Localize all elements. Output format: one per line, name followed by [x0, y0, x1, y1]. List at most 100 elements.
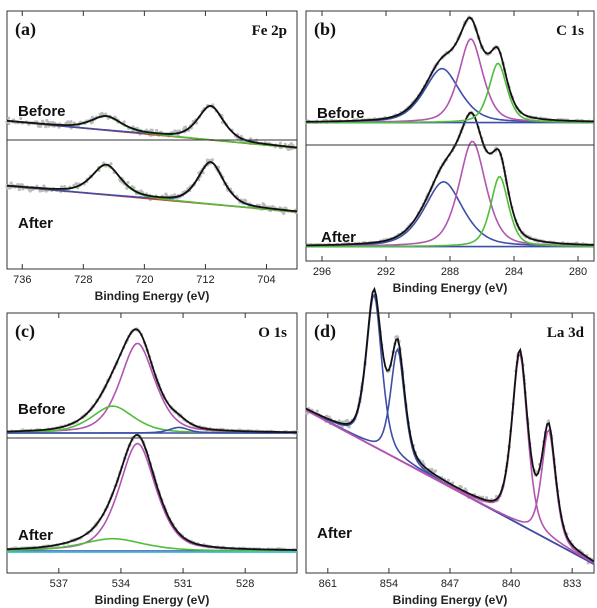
panel-label: (c) — [15, 321, 35, 342]
panel-a: 736 728 720 712 704 Binding Energy (eV) (a) Fe … — [4, 8, 300, 306]
fit-envelope — [6, 161, 298, 213]
x-axis-label: Binding Energy (eV) — [95, 593, 210, 607]
chart-c1s: 296 292 288 284 280 Binding Energy (eV) (b) C 1… — [304, 10, 595, 295]
spectrum-label: After — [18, 215, 53, 232]
data-point — [16, 183, 20, 187]
data-point — [59, 185, 64, 189]
fit-component-blue — [7, 426, 297, 434]
data-point — [446, 478, 451, 482]
data-point — [283, 142, 287, 146]
x-tick-label: 840 — [502, 578, 520, 590]
fit-envelope — [7, 328, 297, 434]
x-tick-label: 292 — [377, 266, 395, 278]
data-point — [40, 119, 45, 123]
raw-data-points — [7, 327, 299, 435]
plot-frame — [6, 312, 298, 574]
data-point — [433, 469, 438, 473]
spectrum-label: Before — [18, 103, 66, 120]
data-point — [68, 120, 72, 125]
data-point — [109, 162, 113, 166]
x-axis-label: Binding Energy (eV) — [95, 289, 210, 303]
data-point — [42, 184, 46, 188]
data-point — [9, 181, 13, 185]
data-point — [315, 409, 319, 413]
data-point — [130, 184, 134, 189]
spectrum-label: Before — [317, 105, 365, 122]
fit-component-green — [306, 62, 594, 124]
x-tick-label: 833 — [563, 578, 581, 590]
data-point — [74, 182, 78, 186]
spectrum-label: Before — [18, 401, 66, 418]
fit-envelope — [306, 111, 594, 247]
fit-component-magenta — [305, 409, 595, 564]
data-point — [205, 158, 210, 162]
fit-envelope — [305, 286, 595, 563]
data-point — [125, 186, 129, 190]
element-label: Fe 2p — [252, 23, 287, 39]
data-point — [271, 205, 275, 209]
panel-label: (b) — [314, 19, 336, 40]
x-tick-label: 704 — [257, 274, 275, 286]
x-tick-label: 736 — [13, 274, 31, 286]
data-point — [182, 126, 187, 130]
x-tick-label: 847 — [441, 578, 459, 590]
data-point — [286, 147, 290, 151]
data-point — [173, 129, 177, 133]
x-tick-label: 720 — [135, 274, 153, 286]
data-point — [8, 186, 12, 190]
element-label: C 1s — [556, 23, 584, 39]
panel-label: (a) — [15, 19, 36, 40]
x-axis-label: Binding Energy (eV) — [393, 281, 508, 295]
chart-o1s: 537 534 531 528 Binding Energy (eV) (c) O 1s Be… — [6, 312, 299, 607]
x-axis-label: Binding Energy (eV) — [393, 593, 508, 607]
fit-envelope — [6, 104, 298, 149]
data-point — [164, 192, 168, 196]
data-point — [261, 202, 265, 206]
x-tick-label: 296 — [313, 266, 331, 278]
element-label: La 3d — [547, 325, 585, 341]
panel-label: (d) — [314, 321, 336, 342]
data-point — [283, 206, 288, 210]
x-tick-label: 528 — [236, 578, 254, 590]
x-tick-label: 861 — [319, 578, 337, 590]
raw-data-points — [305, 110, 594, 248]
x-tick-label: 854 — [380, 578, 398, 590]
data-point — [19, 116, 23, 121]
plot-frame — [305, 10, 595, 262]
element-label: O 1s — [258, 325, 287, 341]
fit-component-blue — [6, 161, 298, 213]
panel-d: 861 854 847 840 833 Binding Energy (eV) (d) La … — [303, 286, 597, 608]
data-point — [63, 185, 67, 189]
x-tick-label: 712 — [196, 274, 214, 286]
fit-component-green — [7, 537, 297, 552]
data-point — [126, 180, 130, 185]
data-point — [72, 183, 76, 187]
data-point — [6, 116, 11, 120]
data-point — [150, 128, 155, 133]
data-point — [395, 335, 399, 339]
x-tick-label: 534 — [112, 578, 130, 590]
fit-component-green — [306, 175, 594, 248]
spectrum-label: After — [18, 527, 53, 544]
data-point — [263, 204, 267, 208]
spectrum-label: After — [321, 229, 356, 246]
data-point — [421, 460, 425, 464]
data-point — [459, 485, 463, 489]
data-point — [344, 419, 348, 424]
chart-la3d: 861 854 847 840 833 Binding Energy (eV) (d) La … — [305, 286, 596, 607]
data-point — [99, 112, 104, 116]
panel-b: 296 292 288 284 280 Binding Energy (eV) (b) C 1… — [303, 8, 597, 306]
panel-c: 537 534 531 528 Binding Energy (eV) (c) O 1s Be… — [4, 310, 300, 608]
data-point — [155, 128, 159, 133]
x-tick-label: 284 — [505, 266, 523, 278]
data-point — [305, 411, 309, 416]
data-point — [38, 189, 42, 193]
x-tick-label: 531 — [174, 578, 192, 590]
data-point — [44, 125, 48, 129]
data-point — [7, 121, 11, 126]
data-point — [463, 487, 467, 491]
data-point — [104, 112, 108, 116]
data-point — [17, 187, 21, 192]
x-tick-label: 288 — [441, 266, 459, 278]
data-point — [278, 141, 283, 145]
